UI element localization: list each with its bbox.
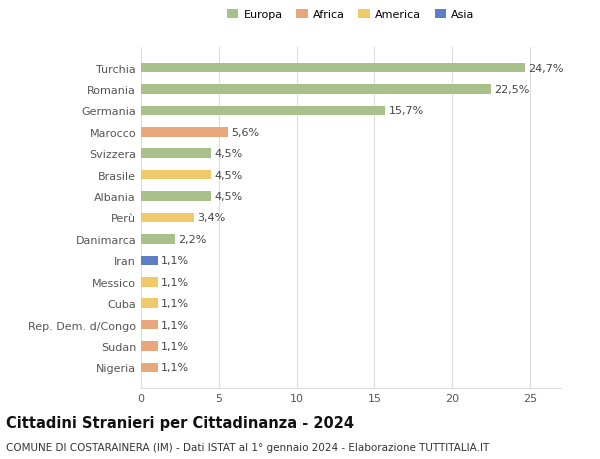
Bar	[141, 363, 158, 372]
Bar	[141, 341, 158, 351]
Text: 1,1%: 1,1%	[161, 277, 190, 287]
Text: 1,1%: 1,1%	[161, 298, 190, 308]
Bar	[141, 213, 194, 223]
Bar	[141, 64, 525, 73]
Bar	[141, 106, 385, 116]
Text: 15,7%: 15,7%	[388, 106, 424, 116]
Text: Cittadini Stranieri per Cittadinanza - 2024: Cittadini Stranieri per Cittadinanza - 2…	[6, 415, 354, 431]
Bar	[141, 256, 158, 266]
Bar	[141, 320, 158, 330]
Text: 4,5%: 4,5%	[214, 149, 242, 159]
Bar	[141, 277, 158, 287]
Text: COMUNE DI COSTARAINERA (IM) - Dati ISTAT al 1° gennaio 2024 - Elaborazione TUTTI: COMUNE DI COSTARAINERA (IM) - Dati ISTAT…	[6, 442, 489, 452]
Legend: Europa, Africa, America, Asia: Europa, Africa, America, Asia	[227, 10, 475, 20]
Text: 5,6%: 5,6%	[231, 128, 259, 138]
Text: 24,7%: 24,7%	[529, 63, 564, 73]
Text: 1,1%: 1,1%	[161, 320, 190, 330]
Text: 3,4%: 3,4%	[197, 213, 225, 223]
Bar	[141, 299, 158, 308]
Text: 1,1%: 1,1%	[161, 341, 190, 351]
Text: 4,5%: 4,5%	[214, 170, 242, 180]
Bar	[141, 128, 228, 137]
Bar	[141, 235, 175, 244]
Text: 1,1%: 1,1%	[161, 256, 190, 266]
Text: 2,2%: 2,2%	[178, 235, 207, 244]
Bar	[141, 170, 211, 180]
Bar	[141, 85, 491, 95]
Text: 1,1%: 1,1%	[161, 363, 190, 373]
Bar	[141, 192, 211, 202]
Bar	[141, 149, 211, 159]
Text: 22,5%: 22,5%	[494, 85, 529, 95]
Text: 4,5%: 4,5%	[214, 192, 242, 202]
